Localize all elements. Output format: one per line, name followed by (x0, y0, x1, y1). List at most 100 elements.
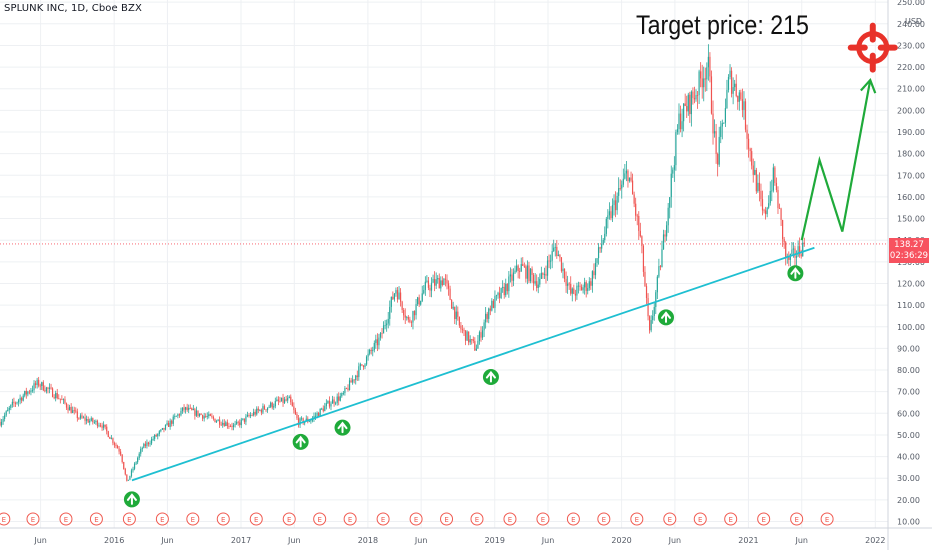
candle-body (443, 278, 445, 285)
candle-body (744, 101, 747, 130)
earnings-icon[interactable]: E (503, 512, 517, 526)
candle-body (55, 393, 57, 399)
earnings-label: E (287, 516, 291, 524)
candle-body (246, 415, 249, 417)
candle-body (542, 272, 544, 275)
candle-body (2, 418, 4, 422)
candle-body (99, 425, 102, 427)
candle-body (472, 339, 474, 342)
earnings-label: E (348, 516, 352, 524)
candle-body (33, 383, 35, 391)
candle-body (494, 295, 496, 308)
candle-body (683, 103, 685, 122)
candle-body (610, 211, 612, 219)
earnings-icon[interactable]: E (820, 512, 834, 526)
candle-body (381, 333, 383, 334)
candle-body (585, 282, 587, 291)
candle-body (359, 364, 361, 367)
candle-body (208, 414, 210, 417)
earnings-icon[interactable]: E (566, 512, 580, 526)
candle-body (123, 462, 125, 470)
earnings-icon[interactable]: E (440, 512, 454, 526)
earnings-icon[interactable]: E (343, 512, 357, 526)
candle-body (630, 177, 632, 181)
candle-body (382, 325, 385, 334)
candle-body (647, 298, 649, 317)
candle-body (533, 274, 535, 284)
candle-body (747, 138, 750, 149)
candle-body (727, 77, 730, 90)
candle-body (290, 396, 292, 403)
earnings-icon[interactable]: E (89, 512, 103, 526)
candle-body (242, 418, 244, 420)
candle-body (557, 254, 559, 256)
candle-body (217, 419, 219, 422)
earnings-icon[interactable]: E (155, 512, 169, 526)
candle-body (631, 180, 634, 195)
candle-body (771, 190, 773, 192)
candle-body (203, 416, 205, 419)
earnings-label: E (668, 516, 672, 524)
earnings-icon[interactable]: E (470, 512, 484, 526)
candle-body (336, 396, 338, 403)
earnings-icon[interactable]: E (376, 512, 390, 526)
candle-body (324, 406, 326, 412)
candle-body (147, 442, 150, 445)
earnings-icon[interactable]: E (693, 512, 707, 526)
up-arrow-glyph (126, 493, 137, 505)
candle-body (517, 265, 519, 272)
candle-body (562, 268, 564, 272)
earnings-icon[interactable]: E (249, 512, 263, 526)
earnings-icon[interactable]: E (122, 512, 136, 526)
earnings-icon[interactable]: E (663, 512, 677, 526)
y-tick-label: 170.00 (897, 171, 925, 180)
earnings-icon[interactable]: E (0, 512, 11, 526)
candle-body (758, 182, 761, 191)
candle-body (299, 418, 301, 426)
candle-body (477, 340, 479, 349)
x-tick-label: Jun (160, 536, 174, 545)
candle-body (782, 219, 784, 240)
candle-body (296, 414, 298, 419)
candle-body (438, 278, 440, 289)
candle-body (602, 240, 604, 245)
earnings-icon[interactable]: E (757, 512, 771, 526)
earnings-icon[interactable]: E (26, 512, 40, 526)
earnings-icon[interactable]: E (597, 512, 611, 526)
candle-body (531, 268, 533, 275)
candle-body (649, 316, 651, 331)
candle-body (511, 274, 513, 281)
candle-body (639, 230, 641, 237)
earnings-icon[interactable]: E (536, 512, 550, 526)
candle-body (601, 244, 603, 249)
earnings-icon[interactable]: E (186, 512, 200, 526)
candle-body (421, 293, 423, 301)
candle-body (799, 246, 801, 255)
earnings-icon[interactable]: E (409, 512, 423, 526)
candle-body (774, 167, 776, 183)
candle-body (772, 167, 774, 191)
y-tick-label: 160.00 (897, 193, 925, 202)
candle-body (686, 106, 688, 112)
candle-body (624, 173, 626, 179)
candle-body (121, 454, 123, 463)
candle-body (172, 416, 174, 424)
earnings-icon[interactable]: E (282, 512, 296, 526)
earnings-icon[interactable]: E (313, 512, 327, 526)
earnings-icon[interactable]: E (724, 512, 738, 526)
candle-body (576, 285, 578, 296)
candle-body (393, 293, 396, 300)
candle-body (797, 246, 799, 257)
candle-body (673, 165, 675, 170)
candle-body (429, 287, 431, 291)
earnings-icon[interactable]: E (216, 512, 230, 526)
earnings-icon[interactable]: E (630, 512, 644, 526)
candle-body (379, 333, 382, 338)
candle-body (274, 401, 276, 407)
candle-body (568, 283, 570, 285)
earnings-icon[interactable]: E (59, 512, 73, 526)
candle-body (495, 295, 498, 297)
target-price-annotation[interactable]: Target price: 215 (636, 10, 809, 40)
earnings-icon[interactable]: E (790, 512, 804, 526)
